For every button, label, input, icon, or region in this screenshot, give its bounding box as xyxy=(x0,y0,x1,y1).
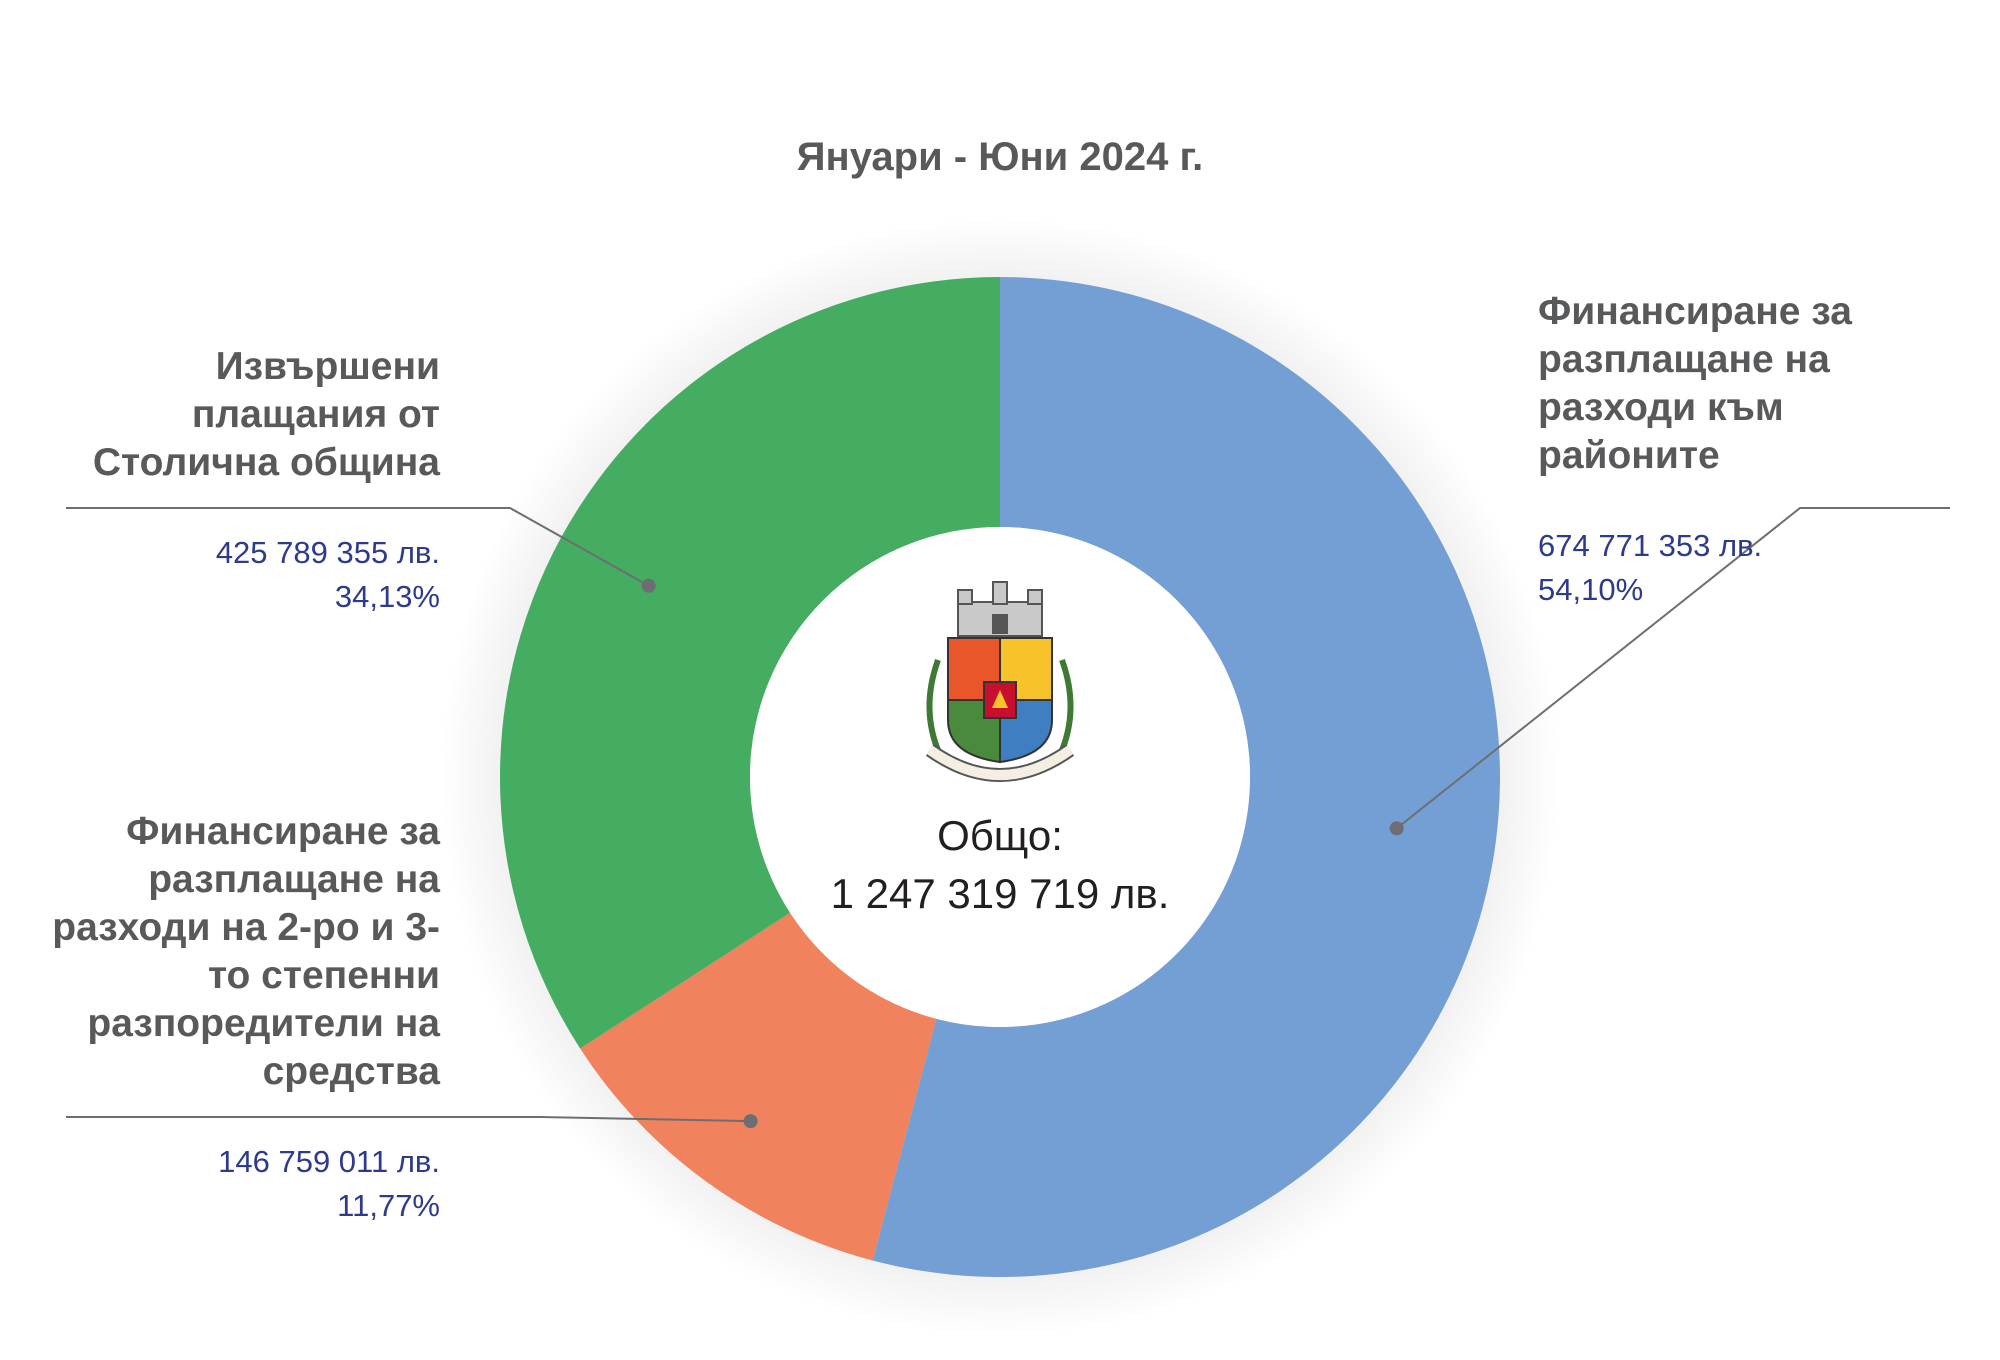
total-label: Общо: xyxy=(937,812,1063,859)
slice-districts xyxy=(872,277,1500,1277)
slices-group xyxy=(500,277,1500,1277)
total-value: 1 247 319 719 лв. xyxy=(830,870,1170,917)
slice-amount: 674 771 353 лв. xyxy=(1538,528,1763,563)
leader-lines xyxy=(66,507,1950,1129)
slice-districts-leader-line xyxy=(1396,507,1950,830)
slice-label-municipality: Извършени плащания от Столична община 42… xyxy=(40,343,440,619)
slice-percent: 54,10% xyxy=(1538,572,1644,607)
slice-label-budget-holders: Финансиране за разплащане на разходи на … xyxy=(40,808,440,1228)
slice-municipality-leader-dot xyxy=(641,578,656,593)
slice-budget-holders-leader-dot xyxy=(743,1114,758,1129)
slice-amount: 425 789 355 лв. xyxy=(215,535,440,570)
slice-amount: 146 759 011 лв. xyxy=(218,1144,440,1179)
chart-title: Януари - Юни 2024 г. xyxy=(796,135,1204,179)
slice-budget-holders xyxy=(580,912,937,1261)
slice-percent: 34,13% xyxy=(334,579,440,614)
sofia-coat-of-arms-logo xyxy=(925,581,1075,782)
slice-name: Финансиране за разплащане на разходи на … xyxy=(52,810,440,1093)
slice-municipality-leader-line xyxy=(66,507,650,587)
slice-label-districts: Финансиране за разплащане на разходи към… xyxy=(1538,288,1938,612)
slice-budget-holders-leader-line xyxy=(66,1116,751,1123)
slice-name: Извършени плащания от Столична община xyxy=(92,345,440,484)
slice-percent: 11,77% xyxy=(337,1188,440,1223)
slice-municipality xyxy=(500,277,1000,1049)
slice-districts-leader-dot xyxy=(1389,821,1404,836)
slice-name: Финансиране за разплащане на разходи към… xyxy=(1538,290,1852,477)
